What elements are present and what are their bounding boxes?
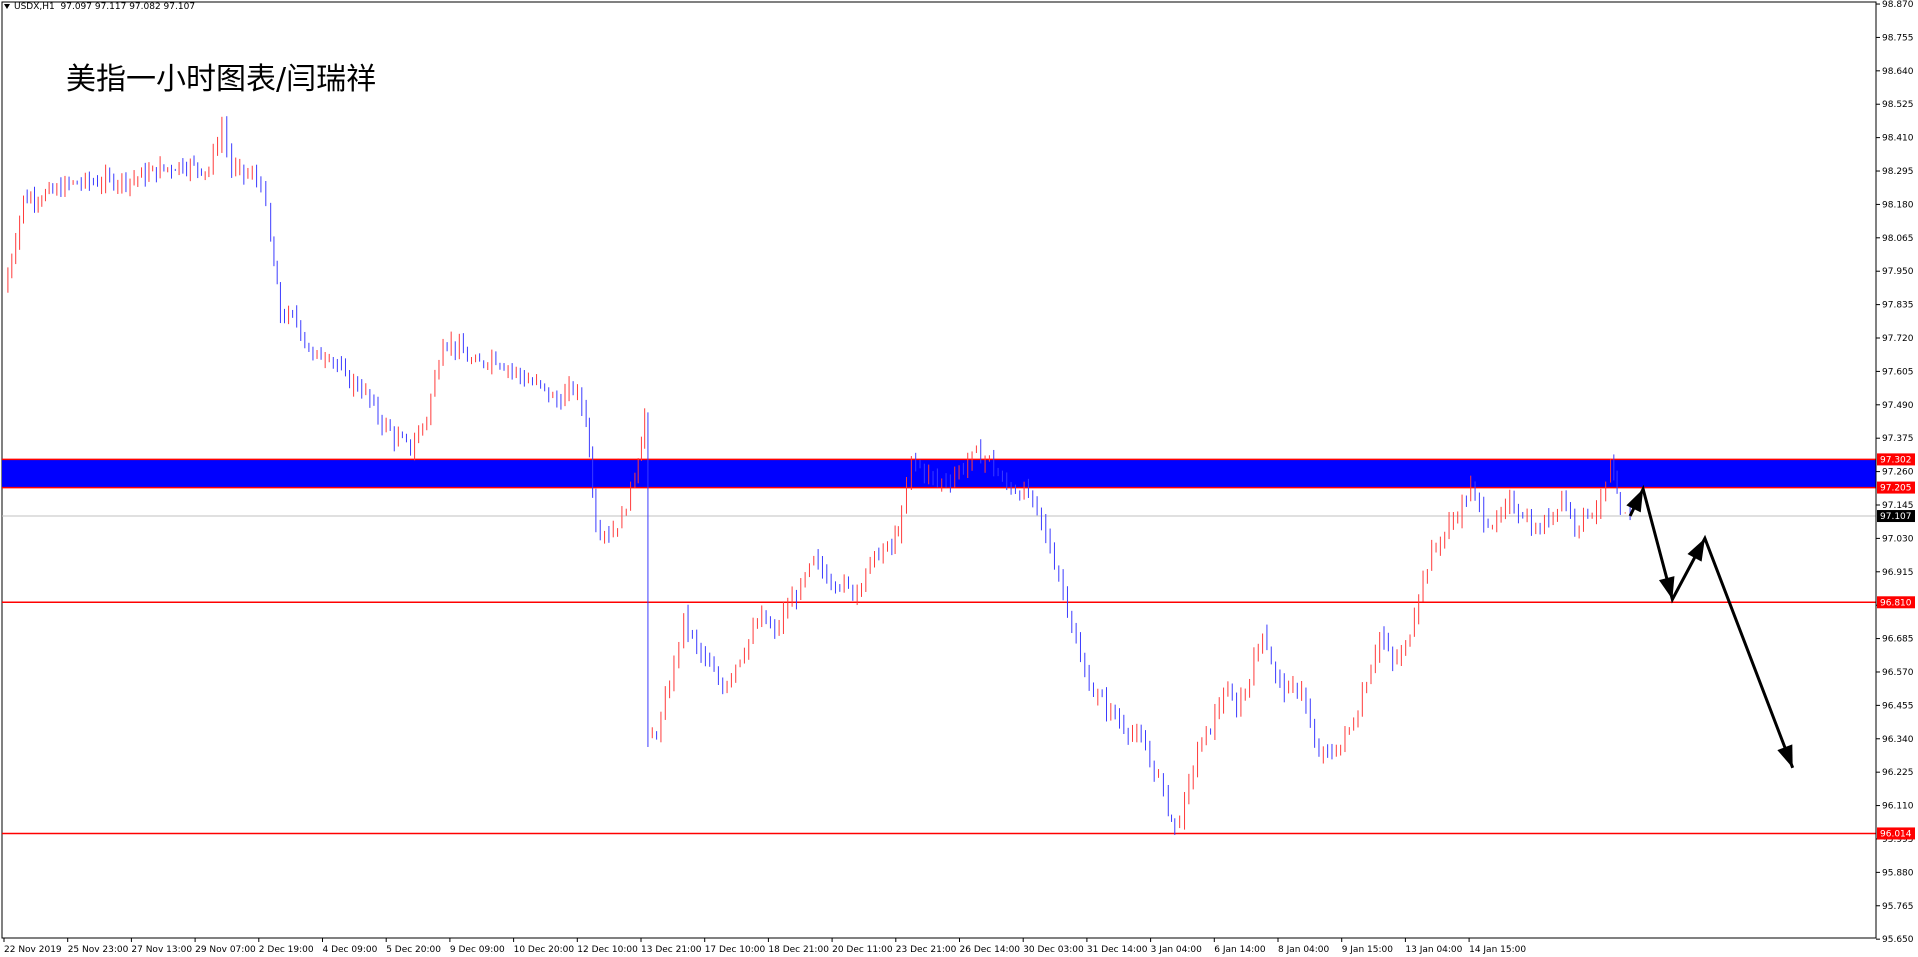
arrowhead-icon xyxy=(1658,576,1675,600)
xtick-label: 12 Dec 10:00 xyxy=(577,945,638,955)
xtick-label: 17 Dec 10:00 xyxy=(705,945,766,955)
xtick-label: 10 Dec 20:00 xyxy=(514,945,575,955)
ytick-label: 95.880 xyxy=(1882,868,1914,878)
level-price-tag-bg xyxy=(1877,827,1915,840)
ytick-label: 97.260 xyxy=(1882,468,1914,478)
ytick-label: 96.685 xyxy=(1882,635,1914,645)
ytick-label: 95.765 xyxy=(1882,902,1914,912)
xtick-label: 2 Dec 19:00 xyxy=(259,945,314,955)
ytick-label: 98.640 xyxy=(1882,67,1914,77)
symbol-label: USDX,H1 xyxy=(14,2,55,12)
chart-annotation-title: 美指一小时图表/闫瑞祥 xyxy=(66,62,377,97)
ytick-label: 97.720 xyxy=(1882,334,1914,344)
ytick-label: 97.950 xyxy=(1882,267,1914,277)
arrowhead-icon xyxy=(1687,538,1705,562)
price-axis: 98.870 98.755 98.640 98.525 98.410 98.295 98.1… xyxy=(1876,0,1915,945)
ytick-label: 98.410 xyxy=(1882,134,1914,144)
xtick-label: 27 Nov 13:00 xyxy=(131,945,192,955)
xtick-label: 9 Dec 09:00 xyxy=(450,945,505,955)
xtick-label: 3 Jan 04:00 xyxy=(1151,945,1203,955)
ytick-label: 97.375 xyxy=(1882,434,1914,444)
resistance-zone xyxy=(2,459,1876,488)
ohlc-readout: 97.097 97.117 97.082 97.107 xyxy=(60,2,196,12)
current-price-tag: 97.107 xyxy=(1880,512,1912,522)
level-price-tag: 97.205 xyxy=(1880,484,1912,494)
xtick-label: 5 Dec 20:00 xyxy=(386,945,441,955)
ytick-label: 98.870 xyxy=(1882,0,1914,10)
ytick-label: 96.110 xyxy=(1882,802,1914,812)
time-axis: 22 Nov 2019 25 Nov 23:00 27 Nov 13:00 29 No… xyxy=(3,938,1526,955)
menu-triangle-icon[interactable] xyxy=(4,4,10,9)
xtick-label: 22 Nov 2019 xyxy=(4,945,62,955)
ytick-label: 98.525 xyxy=(1882,100,1914,110)
level-price-tag-bg xyxy=(1877,481,1915,494)
ytick-label: 97.605 xyxy=(1882,367,1914,377)
xtick-label: 23 Dec 21:00 xyxy=(896,945,957,955)
ytick-label: 95.650 xyxy=(1882,935,1914,945)
current-price-tag-bg xyxy=(1877,510,1915,523)
level-price-tag: 97.302 xyxy=(1880,455,1912,465)
xtick-label: 9 Jan 15:00 xyxy=(1342,945,1394,955)
level-price-tag: 96.810 xyxy=(1880,598,1912,608)
xtick-label: 20 Dec 11:00 xyxy=(832,945,893,955)
ytick-label: 97.030 xyxy=(1882,534,1914,544)
xtick-label: 14 Jan 15:00 xyxy=(1469,945,1526,955)
xtick-label: 13 Jan 04:00 xyxy=(1405,945,1462,955)
ytick-label: 97.835 xyxy=(1882,301,1914,311)
xtick-label: 31 Dec 14:00 xyxy=(1087,945,1148,955)
xtick-label: 8 Jan 04:00 xyxy=(1278,945,1330,955)
chart-header: USDX,H1 97.097 97.117 97.082 97.107 xyxy=(4,2,195,12)
ytick-label: 98.065 xyxy=(1882,234,1914,244)
xtick-label: 4 Dec 09:00 xyxy=(323,945,378,955)
ytick-label: 97.145 xyxy=(1882,501,1914,511)
level-price-tag: 96.014 xyxy=(1880,829,1912,839)
ytick-label: 96.225 xyxy=(1882,768,1914,778)
xtick-label: 13 Dec 21:00 xyxy=(641,945,702,955)
ytick-label: 97.490 xyxy=(1882,401,1914,411)
level-price-tag-bg xyxy=(1877,596,1915,609)
ytick-label: 98.295 xyxy=(1882,167,1914,177)
xtick-label: 25 Nov 23:00 xyxy=(68,945,129,955)
ytick-label: 96.455 xyxy=(1882,701,1914,711)
ytick-label: 98.755 xyxy=(1882,33,1914,43)
xtick-label: 26 Dec 14:00 xyxy=(960,945,1021,955)
ytick-label: 96.915 xyxy=(1882,568,1914,578)
xtick-label: 6 Jan 14:00 xyxy=(1214,945,1266,955)
xtick-label: 29 Nov 07:00 xyxy=(195,945,256,955)
level-price-tag-bg xyxy=(1877,453,1915,466)
xtick-label: 30 Dec 03:00 xyxy=(1023,945,1084,955)
arrowhead-icon xyxy=(1626,489,1644,513)
ytick-label: 96.570 xyxy=(1882,668,1914,678)
ytick-label: 98.180 xyxy=(1882,200,1914,210)
ytick-label: 95.995 xyxy=(1882,835,1914,845)
projection-arrow-path xyxy=(1628,484,1795,769)
ytick-label: 96.340 xyxy=(1882,735,1914,745)
arrowhead-icon xyxy=(1777,744,1793,768)
xtick-label: 18 Dec 21:00 xyxy=(768,945,829,955)
